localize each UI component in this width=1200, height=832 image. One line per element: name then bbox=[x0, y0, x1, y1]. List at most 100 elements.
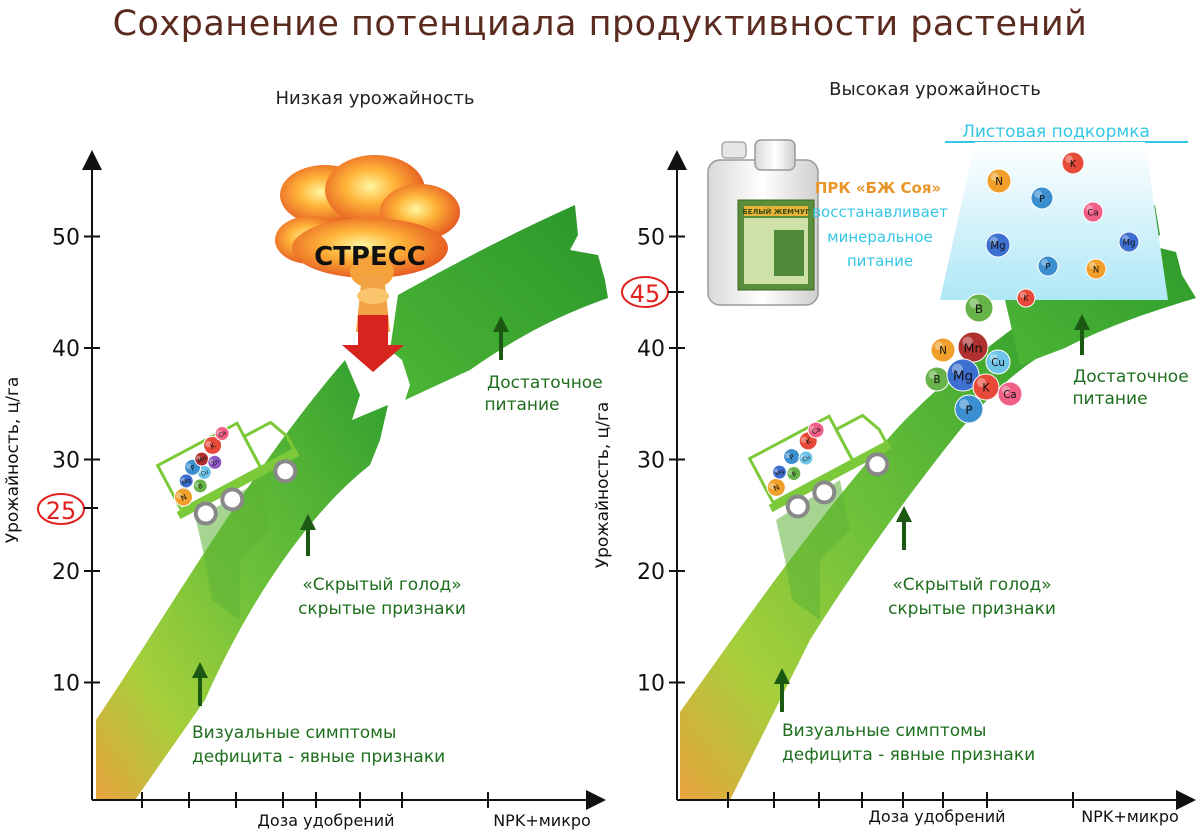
product-line-2: восстанавливает bbox=[812, 203, 948, 221]
nutrient-label: Ca bbox=[1087, 209, 1098, 219]
nutrient-n-ball: N bbox=[173, 487, 193, 507]
nutrient-label: Mg bbox=[953, 369, 973, 385]
page-title: Сохранение потенциала продуктивности рас… bbox=[112, 4, 1088, 44]
nutrient-label: K bbox=[804, 436, 814, 447]
left-arrow-visual bbox=[192, 662, 208, 706]
right-zone-hidden-2: скрытые признаки bbox=[888, 599, 1056, 619]
stress-label: СТРЕСС bbox=[314, 242, 426, 272]
left-x-axis-label: Доза удобрений bbox=[257, 811, 394, 830]
left-marker-value: 25 bbox=[46, 497, 77, 525]
right-arrow-sufficient bbox=[1074, 314, 1090, 355]
nutrient-label: N bbox=[939, 346, 947, 357]
right-arrow-hidden bbox=[896, 506, 912, 550]
nutrient-label: Mn bbox=[197, 455, 208, 465]
nutrient-ca-ball: Ca bbox=[214, 425, 230, 441]
nutrient-label: P bbox=[788, 453, 795, 462]
nutrient-k-ball: K bbox=[203, 435, 223, 455]
left-growth-band-upper bbox=[390, 205, 608, 400]
product-name: ПРК «БЖ Соя» bbox=[815, 179, 941, 197]
nutrient-mg-ball: Mg bbox=[946, 358, 980, 392]
left-zone-visual-2: дефицита - явные признаки bbox=[192, 747, 445, 767]
left-zone-sufficient-1: Достаточное bbox=[487, 373, 603, 393]
left-y-tick-label: 30 bbox=[52, 449, 80, 474]
nutrient-b-ball: B bbox=[786, 466, 802, 482]
left-y-tick-label: 20 bbox=[52, 560, 80, 585]
nutrient-label: Mg bbox=[181, 476, 192, 486]
left-x-axis-end-label: NPK+микро bbox=[493, 811, 591, 830]
nutrient-label: N bbox=[995, 177, 1003, 188]
nutrient-ca-ball: Ca bbox=[1082, 201, 1104, 223]
nutrient-label: N bbox=[772, 483, 781, 494]
stress-cloud bbox=[275, 155, 460, 332]
right-zone-hidden-1: «Скрытый голод» bbox=[892, 575, 1051, 595]
nutrient-p-ball: P bbox=[954, 394, 984, 424]
nutrient-n-ball: N bbox=[766, 477, 786, 497]
nutrient-mn-ball: Mn bbox=[957, 331, 989, 363]
product-line-4: питание bbox=[847, 252, 913, 270]
nutrient-n-ball: N bbox=[986, 168, 1012, 194]
nutrient-label: Cu bbox=[991, 358, 1005, 369]
left-panel: Низкая урожайность 10 20 30 40 50 Урожайност… bbox=[3, 88, 608, 830]
nutrient-label: Ca bbox=[1003, 390, 1016, 401]
nutrient-label: Mg bbox=[774, 468, 785, 478]
nutrient-label: P bbox=[1045, 263, 1050, 273]
right-truck: N Mg BP Cu KCa bbox=[747, 413, 892, 519]
right-y-tick-label: 20 bbox=[637, 560, 665, 585]
nutrient-label: P bbox=[1039, 194, 1045, 205]
nutrient-label: Mg bbox=[990, 241, 1005, 252]
nutrient-b-ball: B bbox=[192, 478, 208, 494]
nutrient-label: Mg bbox=[1123, 239, 1136, 249]
nutrient-p-ball: P bbox=[1037, 255, 1059, 277]
right-zone-visual-1: Визуальные симптомы bbox=[782, 721, 986, 741]
left-growth-band-lower bbox=[96, 360, 388, 800]
nutrient-label: Mn bbox=[963, 341, 982, 356]
nutrient-b-ball: B bbox=[924, 366, 950, 392]
nutrient-zn-ball: Zn bbox=[207, 454, 223, 470]
right-x-axis-label: Доза удобрений bbox=[868, 807, 1005, 826]
nutrient-label: K bbox=[209, 440, 219, 451]
nutrient-label: B bbox=[934, 375, 941, 386]
right-zone-sufficient-1: Достаточное bbox=[1073, 367, 1189, 387]
right-subtitle: Высокая урожайность bbox=[829, 79, 1041, 100]
right-zone-sufficient-2: питание bbox=[1072, 389, 1147, 409]
nutrient-label: Cu bbox=[200, 468, 211, 478]
nutrient-mg-ball: Mg bbox=[771, 464, 787, 480]
nutrient-cu-ball: Cu bbox=[985, 349, 1011, 375]
left-zone-hidden-1: «Скрытый голод» bbox=[302, 575, 461, 595]
right-y-tick-label: 40 bbox=[637, 337, 665, 362]
nutrient-label: N bbox=[1093, 266, 1099, 276]
right-y-tick-label: 10 bbox=[637, 672, 665, 697]
product-line-3: минеральное bbox=[827, 228, 932, 246]
nutrient-k-ball: K bbox=[1061, 151, 1085, 175]
nutrient-b-ball: B bbox=[964, 293, 994, 323]
right-marker-value: 45 bbox=[630, 280, 661, 308]
nutrient-label: K bbox=[982, 382, 990, 395]
nutrient-label: Zn bbox=[210, 458, 220, 468]
right-growth-band-lower bbox=[680, 295, 1070, 800]
right-zone-visual-2: дефицита - явные признаки bbox=[782, 745, 1035, 765]
nutrient-label: K bbox=[1070, 159, 1077, 170]
nutrient-k-ball: K bbox=[1016, 288, 1036, 308]
right-y-tick-label: 50 bbox=[637, 226, 665, 251]
right-arrow-visual bbox=[774, 668, 790, 712]
left-y-tick-label: 10 bbox=[52, 672, 80, 697]
nutrient-n-ball: N bbox=[1085, 258, 1107, 280]
nutrient-label: Cu bbox=[801, 454, 812, 464]
nutrient-label: K bbox=[1023, 294, 1029, 303]
foliar-spray-area bbox=[940, 142, 1168, 300]
foliar-label: Листовая подкормка bbox=[962, 122, 1150, 142]
right-x-axis-end-label: NPK+микро bbox=[1081, 807, 1179, 826]
left-subtitle: Низкая урожайность bbox=[275, 88, 474, 109]
left-y-tick-label: 40 bbox=[52, 337, 80, 362]
left-y-axis-label: Урожайность, ц/га bbox=[3, 377, 23, 544]
right-y-tick-label: 30 bbox=[637, 449, 665, 474]
nutrient-mg-ball: Mg bbox=[985, 232, 1011, 258]
left-zone-hidden-2: скрытые признаки bbox=[298, 599, 466, 619]
nutrient-ca-ball: Ca bbox=[807, 421, 825, 439]
left-zone-visual-1: Визуальные симптомы bbox=[192, 723, 396, 743]
right-panel: Высокая урожайность Листовая подкормка N… bbox=[593, 79, 1196, 826]
nutrient-label: B bbox=[197, 483, 204, 491]
left-truck: N Mg B Cu PMn Zn KCa bbox=[155, 420, 300, 526]
nutrient-label: B bbox=[791, 470, 798, 478]
